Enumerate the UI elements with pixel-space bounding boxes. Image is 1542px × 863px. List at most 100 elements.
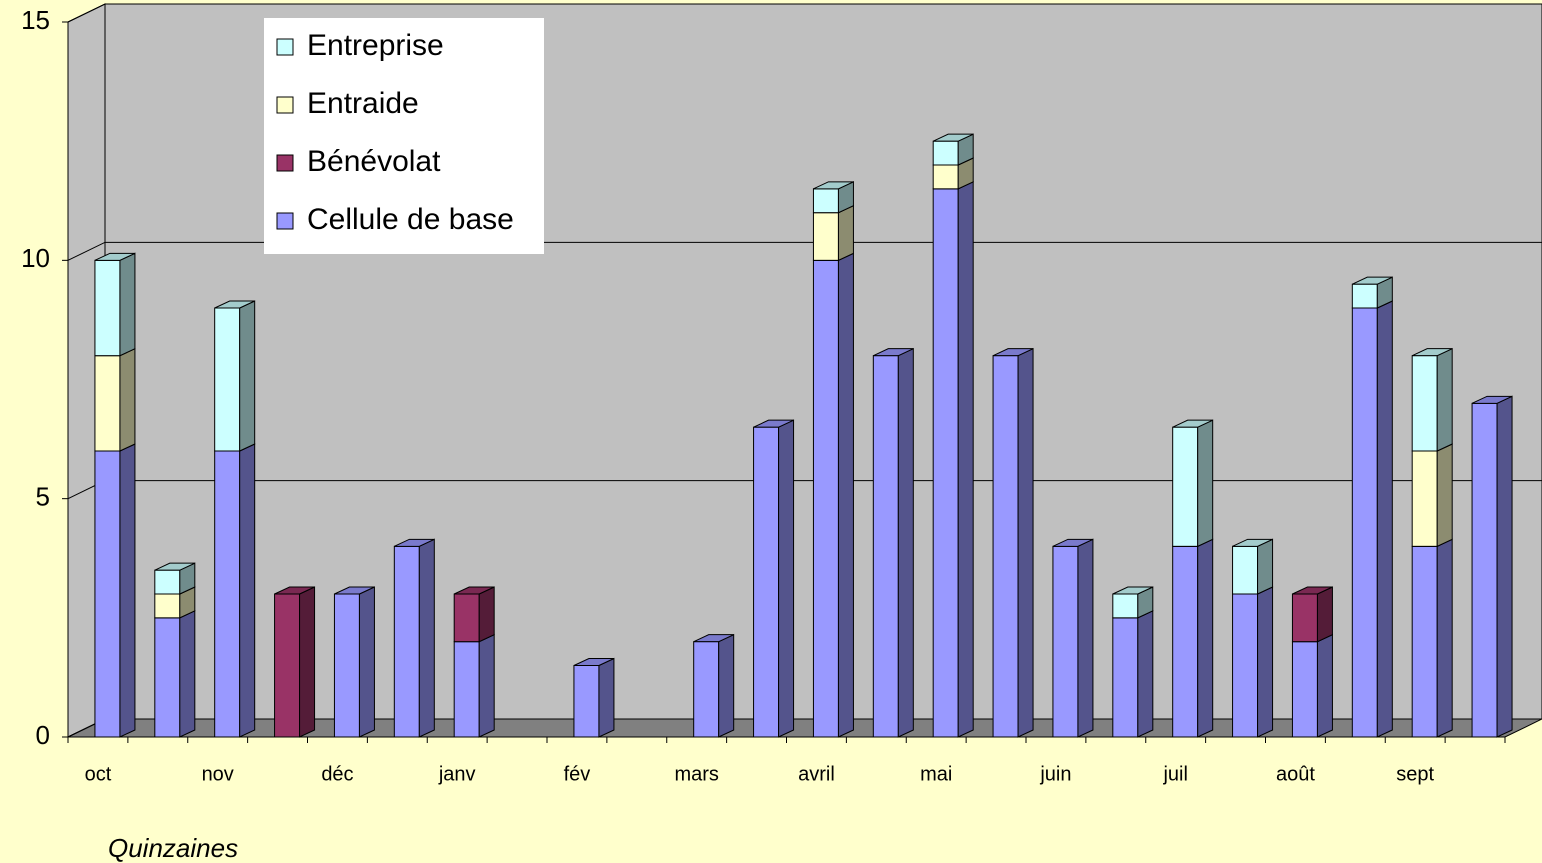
legend-swatch [276,38,294,56]
bar-segment [453,586,495,643]
bar-segment [1232,538,1274,595]
bar-segment [154,562,196,595]
grid-line [67,241,1542,261]
x-tick-label: juin [1039,763,1071,785]
x-tick-label: avril [798,763,835,785]
bar-front [932,140,959,166]
bar-side [1436,538,1453,738]
bar-segment [812,181,854,214]
bar-top [1112,586,1154,595]
bar-side [119,443,136,738]
bar-side [418,538,435,738]
legend-swatch [276,154,294,172]
bar-segment [1351,276,1393,309]
bar-side [1316,633,1333,738]
y-tick-label: 0 [36,720,50,750]
y-tick-label: 5 [36,482,50,512]
bar-segment [812,252,854,738]
bar-side [1316,586,1333,643]
bar-side [837,252,854,738]
bar-front [1411,450,1438,547]
bar-segment [1351,300,1393,738]
legend-label: Bénévolat [307,145,441,178]
bar-side [299,586,316,738]
legend-swatch [276,212,294,230]
legend: Entreprise Entraide Bénévolat Cellule de ba… [264,18,544,254]
bar-side [179,610,196,738]
bar-top [753,419,794,428]
bar-top [1052,538,1094,547]
bar-front [274,593,301,738]
bar-front [812,188,839,214]
bar-top [1352,276,1393,285]
bar-side [358,586,375,738]
bar-front [214,450,241,738]
bar-front [932,164,959,190]
bar-side [1017,347,1034,738]
bar-segment [1112,610,1154,738]
bar-top [1232,538,1273,547]
bar-front [573,665,600,738]
bar-front [1411,545,1438,738]
bar-segment [1172,419,1214,548]
legend-box [264,18,544,254]
bar-segment [992,347,1034,738]
bar-side [1257,586,1274,738]
bar-segment [94,443,136,738]
bar-side [1197,419,1214,548]
bar-segment [753,419,795,738]
bar-top [394,538,435,547]
bar-side [1376,300,1393,738]
bar-front [154,569,181,595]
bar-front [1291,641,1318,738]
bar-segment [1411,443,1453,548]
bar-segment [693,633,735,738]
bar-side [1436,443,1453,548]
bar-segment [1291,586,1333,643]
bar-side [897,347,914,738]
x-tick-label: janv [438,763,476,785]
bar-side [598,657,615,738]
bar-front [1411,355,1438,452]
bar-side [239,300,256,452]
y-tick-label: 15 [21,5,50,35]
bar-segment [333,586,375,738]
bar-side [119,252,136,357]
legend-swatch [276,96,294,114]
bar-front [1112,593,1139,619]
bar-front [812,259,839,738]
x-tick-label: sept [1396,763,1434,785]
bar-top [94,252,136,261]
bar-top [1411,348,1453,357]
bar-front [1232,593,1259,738]
legend-label: Entraide [307,87,419,120]
bar-front [1112,617,1139,738]
bar-front [693,641,720,738]
bar-side [478,633,495,738]
bar-top [932,133,974,142]
bar-front [1232,545,1259,595]
bar-segment [573,657,615,738]
bar-segment [94,347,136,452]
bar-top [992,348,1034,357]
x-tick-label: nov [202,763,234,785]
bar-side [478,586,495,643]
bar-segment [1411,538,1453,738]
bar-side [1436,347,1453,452]
bar-top [334,586,375,595]
x-tick-label: fév [564,763,591,785]
bar-top [154,562,196,571]
x-tick-label: août [1276,763,1315,785]
bar-side [718,633,735,738]
bar-segment [1411,347,1453,452]
x-tick-label: mai [920,763,952,785]
bar-side [1137,610,1154,738]
bar-segment [1291,633,1333,738]
bar-front [393,545,420,738]
bar-front [214,307,241,452]
bar-front [753,426,780,738]
bar-front [94,450,121,738]
bar-segment [154,610,196,738]
bar-top [573,658,615,666]
bar-segment [453,633,495,738]
